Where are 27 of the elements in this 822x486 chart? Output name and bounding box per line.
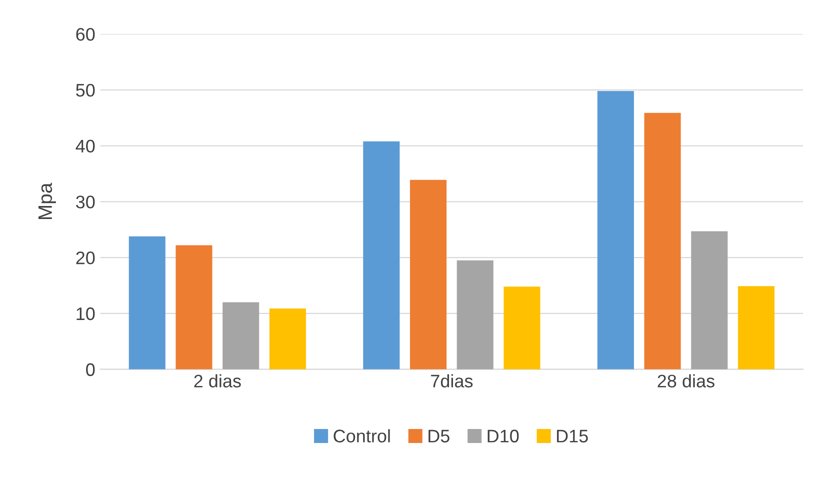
bar bbox=[597, 91, 634, 370]
legend-label: D15 bbox=[557, 430, 588, 442]
legend-label: D5 bbox=[428, 430, 450, 442]
bar bbox=[363, 141, 400, 370]
bar bbox=[176, 245, 212, 370]
y-axis-title: Mpa bbox=[38, 182, 56, 220]
bar bbox=[269, 308, 306, 370]
x-tick-label: 28 dias bbox=[658, 374, 714, 388]
y-tick-label: 60 bbox=[76, 28, 95, 41]
legend-label: Control bbox=[334, 429, 390, 442]
y-tick-label: 40 bbox=[76, 140, 95, 153]
bar bbox=[691, 231, 728, 370]
y-tick-label: 0 bbox=[86, 363, 95, 376]
bar bbox=[644, 112, 681, 370]
x-tick-label: 7dias bbox=[431, 374, 473, 388]
bar bbox=[410, 180, 447, 370]
bar bbox=[504, 286, 540, 370]
bar bbox=[128, 236, 166, 370]
y-tick-label: 10 bbox=[76, 307, 95, 320]
bar bbox=[222, 302, 260, 370]
y-tick-label: 20 bbox=[76, 252, 95, 264]
bar bbox=[456, 260, 494, 370]
y-tick-label: 30 bbox=[76, 196, 95, 208]
bar bbox=[738, 286, 775, 370]
x-tick-label: 2 dias bbox=[194, 374, 241, 388]
y-tick-label: 50 bbox=[76, 84, 95, 97]
legend-label: D10 bbox=[488, 430, 519, 442]
